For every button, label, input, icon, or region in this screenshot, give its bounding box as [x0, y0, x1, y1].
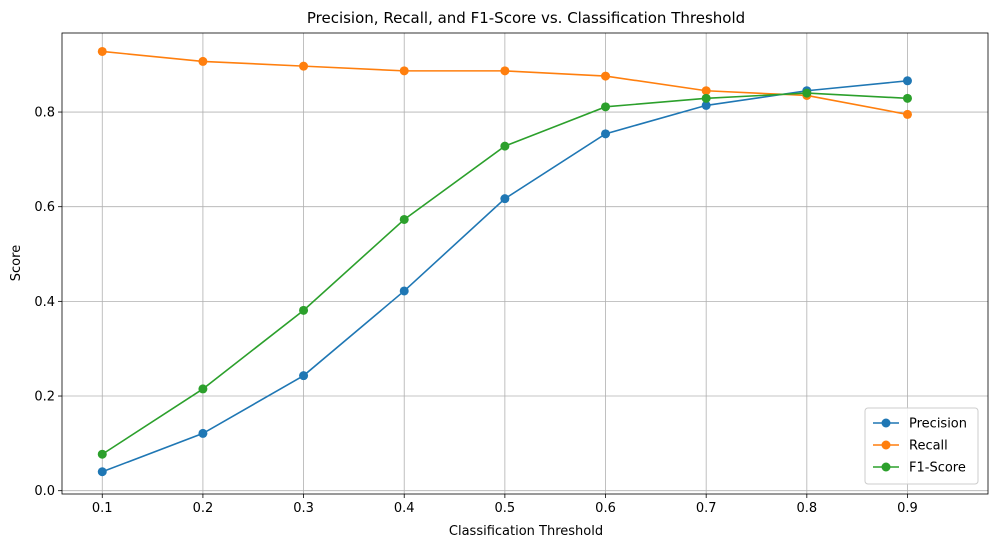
data-point-f1-score — [500, 141, 510, 151]
data-point-recall — [500, 66, 510, 76]
x-tick-label: 0.3 — [293, 501, 314, 516]
data-point-f1-score — [701, 93, 711, 103]
chart-title: Precision, Recall, and F1-Score vs. Clas… — [307, 9, 745, 27]
data-point-precision — [500, 194, 510, 204]
y-tick-label: 0.0 — [34, 484, 55, 499]
data-point-f1-score — [198, 384, 208, 394]
x-tick-label: 0.6 — [595, 501, 616, 516]
data-point-precision — [299, 371, 309, 381]
grid — [62, 33, 988, 494]
y-tick-label: 0.2 — [34, 390, 55, 405]
axes: 0.1 0.2 0.3 0.4 0.5 0.6 0.7 0.8 0.9 0.0 0.2 0.4 0.6 0… — [34, 32, 989, 516]
series-f1-score — [97, 88, 912, 459]
data-point-precision — [399, 286, 409, 296]
x-tick-label: 0.4 — [394, 501, 415, 516]
y-axis-label: Score — [9, 245, 24, 281]
data-point-f1-score — [97, 449, 107, 459]
legend-label-f1-score: F1-Score — [909, 461, 966, 476]
y-tick-label: 0.6 — [34, 200, 55, 215]
x-tick-label: 0.7 — [696, 501, 717, 516]
data-point-recall — [299, 61, 309, 71]
legend-label-recall: Recall — [909, 439, 948, 454]
data-point-recall — [97, 46, 107, 56]
data-point-precision — [601, 129, 611, 139]
plot-frame — [61, 32, 989, 495]
data-point-f1-score — [399, 214, 409, 224]
series-recall — [97, 46, 912, 119]
data-point-precision — [902, 76, 912, 86]
x-tick-label: 0.1 — [92, 501, 113, 516]
x-axis-label: Classification Threshold — [449, 524, 603, 539]
data-point-f1-score — [601, 102, 611, 112]
x-tick-label: 0.5 — [495, 501, 516, 516]
data-point-f1-score — [299, 305, 309, 315]
data-point-precision — [97, 467, 107, 477]
data-point-precision — [701, 100, 711, 110]
series-layer — [97, 46, 912, 477]
y-tick-label: 0.4 — [34, 295, 55, 310]
legend-box — [864, 407, 979, 485]
data-point-recall — [399, 66, 409, 76]
data-point-recall — [601, 71, 611, 81]
data-point-f1-score — [802, 88, 812, 98]
x-tick-label: 0.9 — [897, 501, 918, 516]
x-tick-label: 0.8 — [796, 501, 817, 516]
data-point-f1-score — [902, 93, 912, 103]
legend-marker-f1-score — [881, 462, 891, 472]
y-tick-label: 0.8 — [34, 106, 55, 121]
legend-marker-recall — [881, 440, 891, 450]
legend: Precision Recall F1-Score — [864, 407, 979, 485]
data-point-recall — [198, 56, 208, 66]
legend-label-precision: Precision — [909, 417, 967, 432]
x-tick-label: 0.2 — [193, 501, 214, 516]
data-point-recall — [902, 109, 912, 119]
legend-marker-precision — [881, 418, 891, 428]
data-point-recall — [701, 86, 711, 96]
data-point-precision — [198, 428, 208, 438]
